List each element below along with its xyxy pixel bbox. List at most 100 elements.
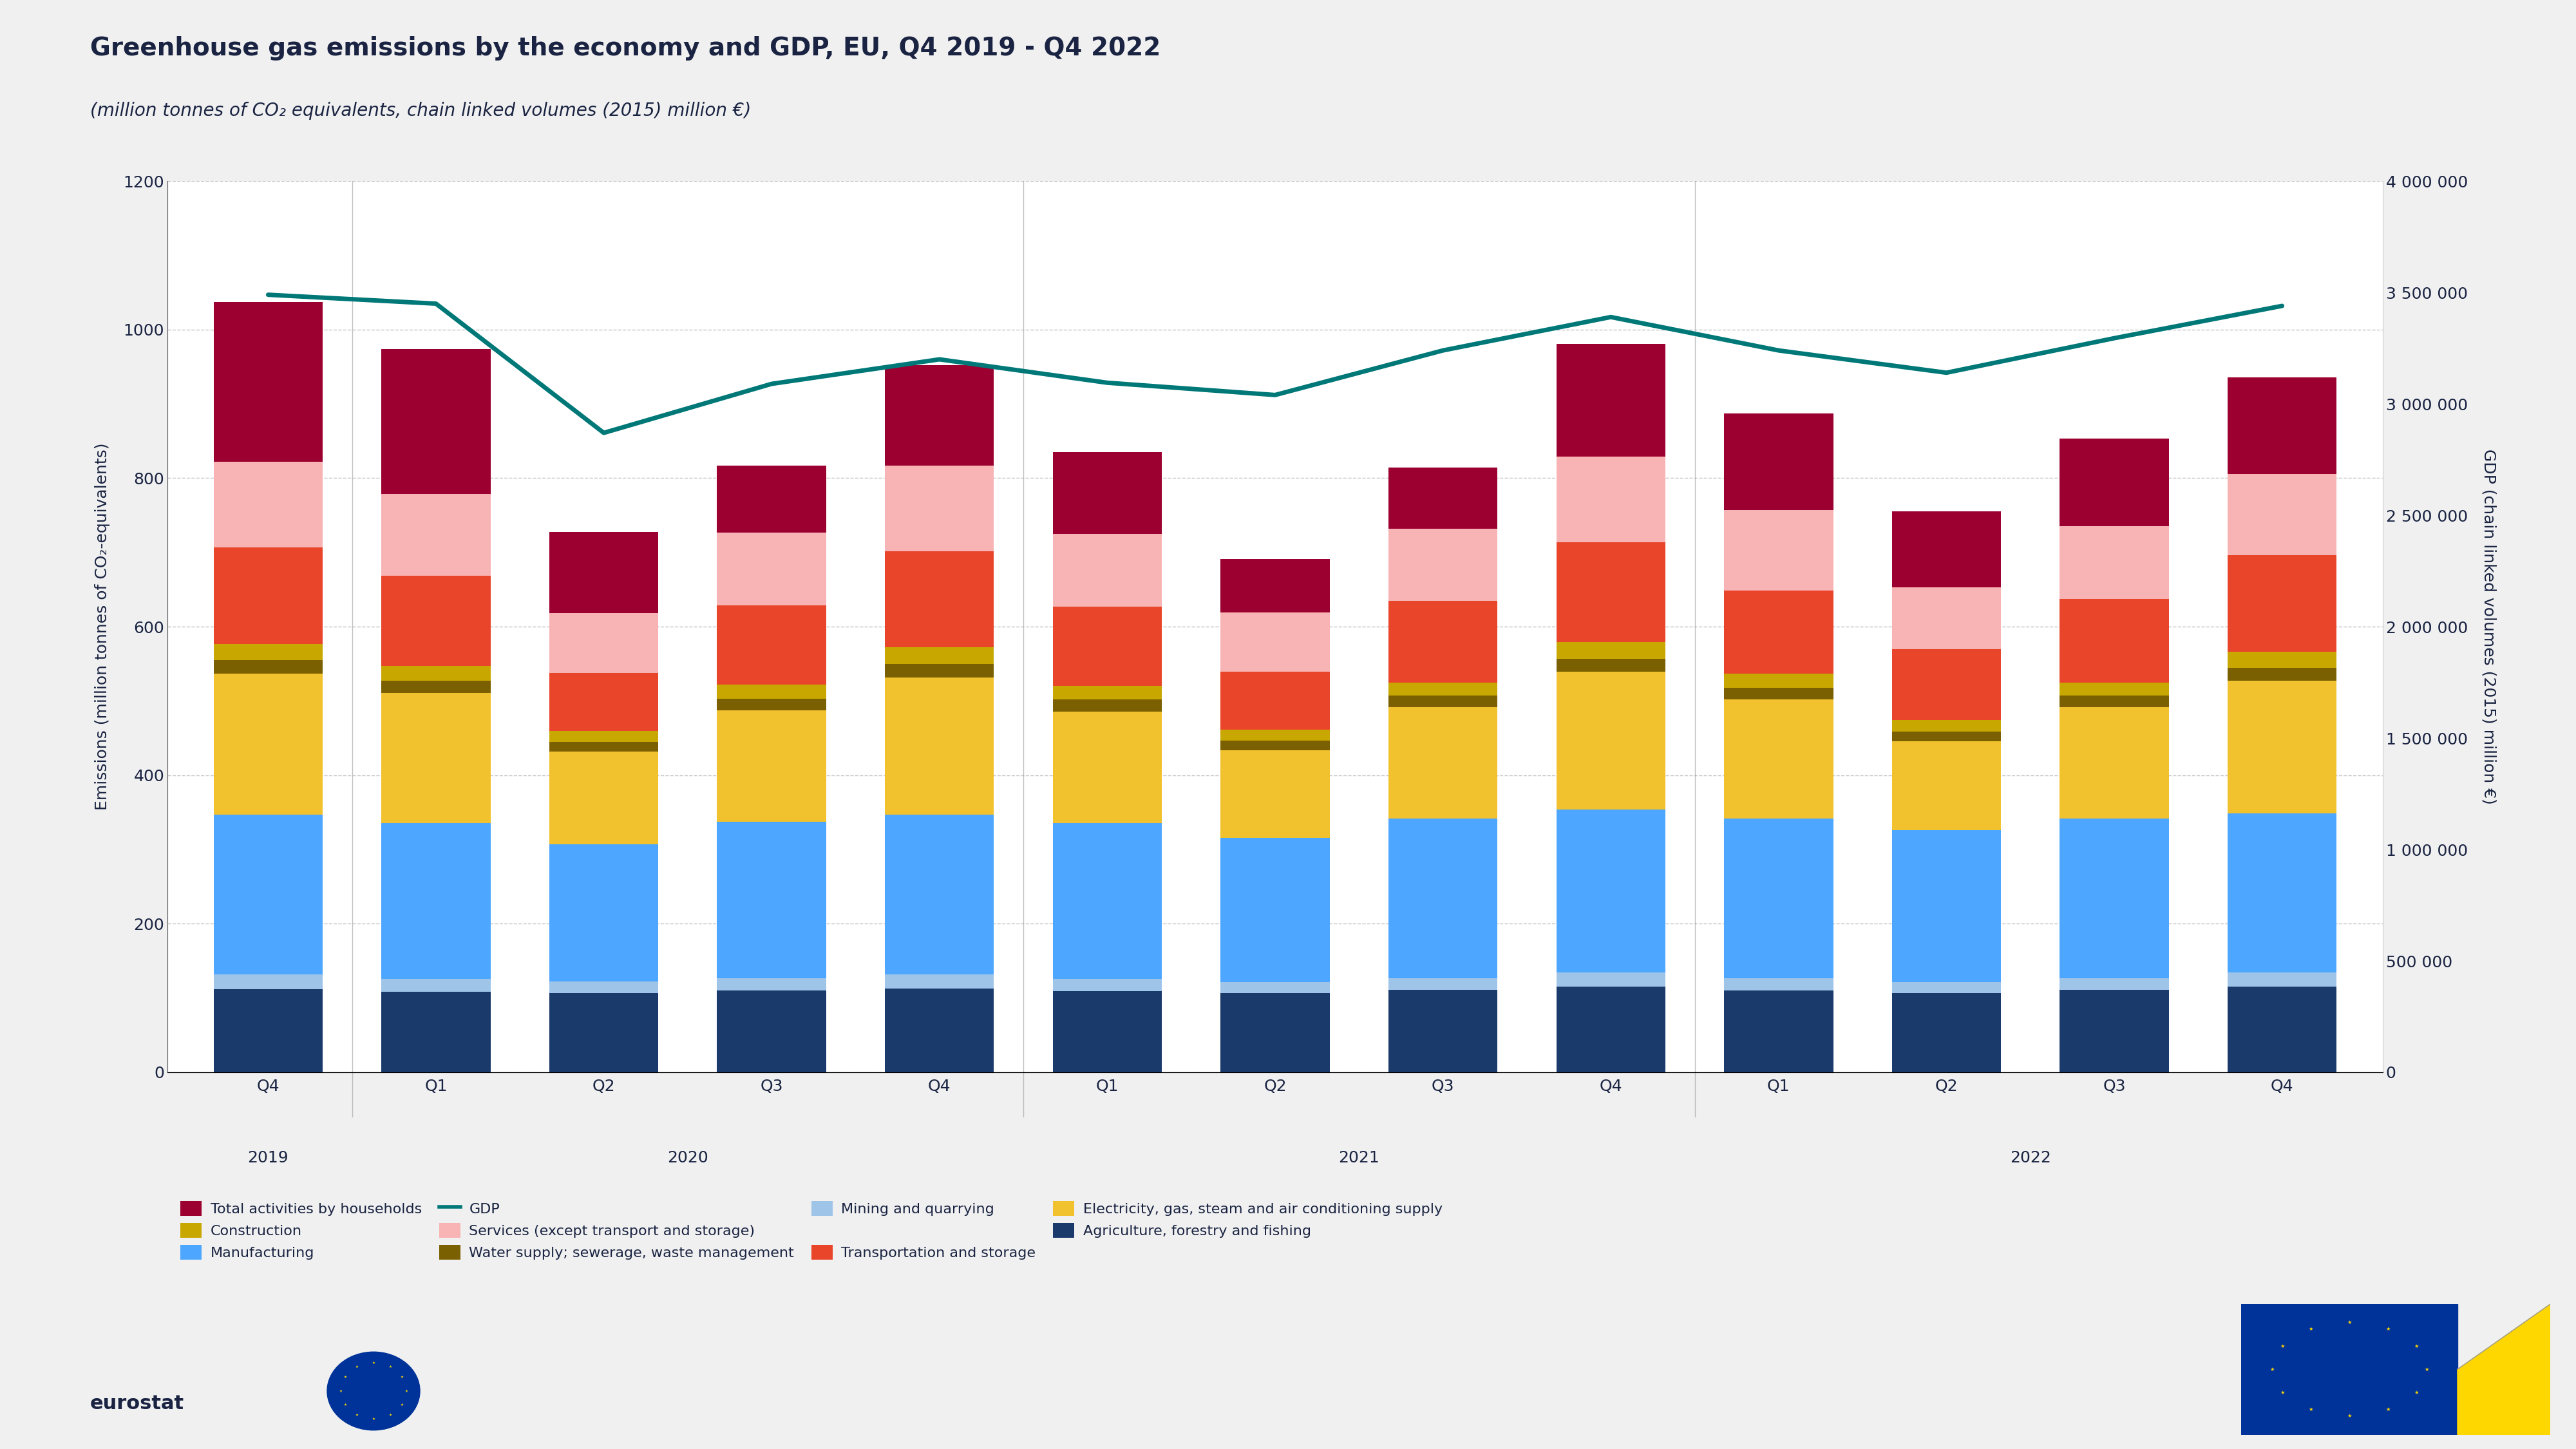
Bar — [1723, 991, 1834, 1072]
Bar — [1556, 542, 1664, 642]
Bar — [1723, 590, 1834, 674]
Bar — [2228, 377, 2336, 474]
Bar — [886, 664, 994, 677]
Text: 2020: 2020 — [667, 1151, 708, 1165]
Bar — [1388, 990, 1497, 1072]
GDP — [587, 425, 618, 442]
Bar — [381, 823, 489, 978]
GDP — [1260, 387, 1291, 404]
Bar — [1388, 468, 1497, 529]
Text: ★: ★ — [2424, 1366, 2429, 1372]
Bar — [1891, 511, 2002, 587]
Text: ★: ★ — [371, 1417, 376, 1420]
Bar — [1221, 982, 1329, 993]
Bar — [549, 613, 659, 672]
Text: ★: ★ — [2280, 1390, 2285, 1395]
Bar — [381, 349, 489, 494]
Bar — [886, 551, 994, 648]
Bar — [1221, 740, 1329, 751]
Legend: Total activities by households, Construction, Manufacturing, GDP, Services (exce: Total activities by households, Construc… — [175, 1195, 1448, 1265]
Bar — [2228, 668, 2336, 681]
Text: ★: ★ — [371, 1362, 376, 1365]
Text: 2019: 2019 — [247, 1151, 289, 1165]
Text: ★: ★ — [355, 1365, 358, 1368]
Bar — [214, 661, 322, 674]
Bar — [1723, 413, 1834, 510]
Bar — [549, 672, 659, 730]
Bar — [886, 465, 994, 551]
GDP — [2267, 297, 2298, 314]
Bar — [1388, 682, 1497, 696]
Bar — [2061, 978, 2169, 990]
Bar — [2061, 439, 2169, 526]
Text: ★: ★ — [404, 1390, 407, 1392]
Bar — [1388, 978, 1497, 990]
Bar — [1054, 685, 1162, 700]
Bar — [1556, 672, 1664, 810]
Text: ★: ★ — [2385, 1326, 2391, 1332]
Bar — [716, 465, 827, 532]
Bar — [1221, 613, 1329, 672]
Text: ★: ★ — [399, 1375, 404, 1379]
GDP — [1932, 364, 1963, 381]
Bar — [1054, 533, 1162, 607]
Bar — [381, 993, 489, 1072]
GDP — [420, 296, 451, 313]
Bar — [2228, 474, 2336, 555]
Text: ★: ★ — [355, 1414, 358, 1417]
Bar — [1723, 978, 1834, 991]
GDP — [1427, 342, 1458, 359]
Bar — [2061, 819, 2169, 978]
Bar — [1723, 819, 1834, 978]
Bar — [381, 667, 489, 681]
GDP — [1762, 342, 1793, 359]
Bar — [2061, 600, 2169, 682]
Text: ★: ★ — [2347, 1413, 2352, 1419]
Text: 2021: 2021 — [1340, 1151, 1381, 1165]
Bar — [549, 993, 659, 1072]
Bar — [2061, 990, 2169, 1072]
Text: (million tonnes of CO₂ equivalents, chain linked volumes (2015) million €): (million tonnes of CO₂ equivalents, chai… — [90, 101, 752, 119]
Text: 2022: 2022 — [2009, 1151, 2050, 1165]
Bar — [1054, 700, 1162, 711]
Bar — [886, 974, 994, 988]
Bar — [1221, 559, 1329, 613]
Polygon shape — [2458, 1304, 2550, 1435]
Bar — [1221, 838, 1329, 982]
Bar — [2061, 526, 2169, 600]
Bar — [549, 845, 659, 981]
Text: ★: ★ — [2269, 1366, 2275, 1372]
GDP — [757, 375, 788, 393]
Text: ★: ★ — [2414, 1390, 2419, 1395]
Bar — [716, 822, 827, 978]
Polygon shape — [2241, 1304, 2458, 1435]
Bar — [2228, 813, 2336, 972]
Bar — [716, 684, 827, 698]
Bar — [2228, 652, 2336, 668]
GDP — [925, 351, 956, 368]
Line: GDP: GDP — [268, 294, 2282, 433]
Bar — [1054, 607, 1162, 685]
Text: ★: ★ — [340, 1390, 343, 1392]
Bar — [214, 462, 322, 548]
Y-axis label: Emissions (million tonnes of CO₂-equivalents): Emissions (million tonnes of CO₂-equival… — [95, 443, 111, 810]
Bar — [2228, 555, 2336, 652]
Bar — [716, 606, 827, 684]
GDP — [252, 285, 283, 303]
Bar — [549, 730, 659, 742]
Bar — [886, 988, 994, 1072]
Bar — [1388, 707, 1497, 819]
Text: ★: ★ — [389, 1365, 392, 1368]
Bar — [2061, 682, 2169, 696]
Text: ★: ★ — [389, 1414, 392, 1417]
Bar — [1054, 823, 1162, 978]
Bar — [214, 974, 322, 990]
GDP — [1595, 309, 1625, 326]
Bar — [2228, 987, 2336, 1072]
Bar — [1054, 452, 1162, 533]
Bar — [1388, 819, 1497, 978]
Bar — [1556, 810, 1664, 972]
Bar — [1891, 740, 2002, 830]
Bar — [716, 710, 827, 822]
Bar — [1221, 993, 1329, 1072]
